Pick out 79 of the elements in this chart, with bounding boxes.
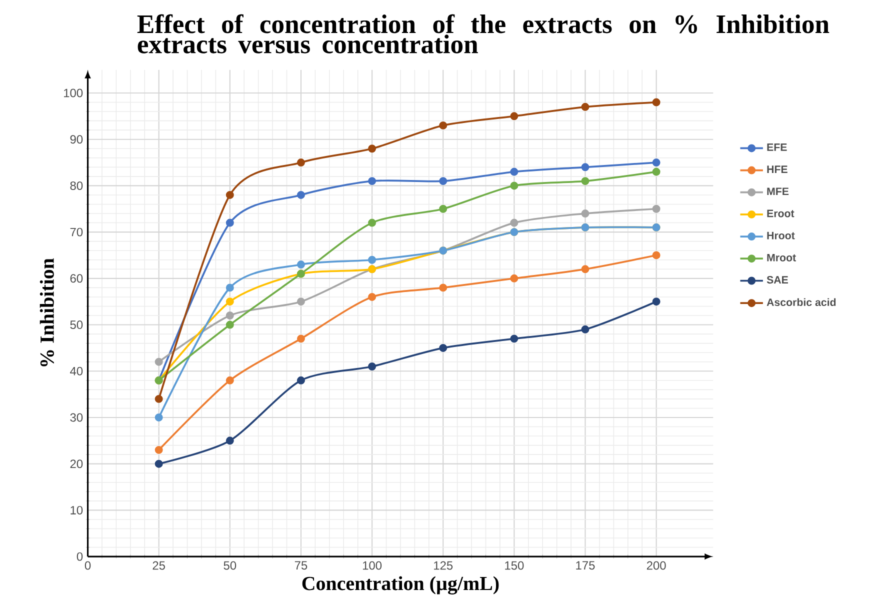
x-tick-label: 200 — [646, 561, 666, 570]
y-tick-label: 80 — [70, 181, 83, 190]
x-tick-label: 75 — [294, 561, 308, 570]
point — [652, 168, 660, 176]
point — [154, 358, 163, 366]
x-tick-label: 100 — [362, 561, 382, 570]
point — [510, 218, 518, 227]
y-tick-label: 10 — [70, 506, 83, 514]
point — [652, 251, 660, 260]
point — [226, 436, 234, 444]
point — [226, 297, 234, 306]
point — [652, 98, 660, 106]
point — [296, 158, 305, 166]
x-axis-title: Concentration (µg/mL) — [302, 576, 499, 594]
point — [652, 297, 660, 306]
point — [296, 376, 305, 384]
point — [439, 344, 448, 352]
x-tick-label: 150 — [505, 561, 524, 570]
legend-label: EFE — [767, 143, 787, 151]
point — [368, 144, 376, 152]
y-tick-label: 0 — [76, 552, 83, 561]
x-tick-label: 50 — [224, 561, 236, 570]
point — [226, 283, 234, 292]
point — [652, 204, 660, 213]
legend-label: MFE — [767, 188, 789, 195]
point — [296, 260, 305, 268]
point — [154, 413, 163, 422]
point — [226, 190, 234, 199]
point — [368, 362, 376, 370]
point — [296, 334, 305, 342]
point — [439, 176, 448, 185]
point — [510, 112, 518, 120]
chart-title: Effect of concentration of the extracts on % Inhibition extracts versus concentration — [137, 14, 830, 54]
point — [581, 325, 590, 334]
point — [226, 218, 234, 227]
point — [439, 121, 448, 130]
point — [154, 460, 163, 468]
point — [439, 204, 448, 213]
point — [581, 162, 590, 171]
legend-label: HFE — [767, 165, 788, 173]
y-tick-label: 50 — [70, 320, 83, 329]
point — [439, 283, 448, 292]
point — [581, 264, 590, 273]
x-tick-label: 125 — [434, 561, 453, 570]
point — [226, 376, 234, 384]
point — [510, 182, 518, 190]
point — [368, 292, 376, 301]
y-tick-label: 20 — [70, 459, 83, 468]
point — [368, 218, 376, 227]
legend-label: Eroot — [767, 210, 794, 218]
point — [296, 297, 305, 306]
point — [581, 176, 590, 185]
y-tick-label: 90 — [70, 134, 83, 144]
x-tick-label: 175 — [576, 561, 595, 570]
y-axis-title: % Inhibition — [40, 258, 54, 366]
y-tick-label: 40 — [70, 366, 83, 376]
legend-label: Ascorbic acid — [766, 298, 836, 306]
point — [510, 274, 518, 282]
point — [226, 311, 234, 320]
y-tick-label: 100 — [64, 88, 83, 98]
x-tick-label: 0 — [84, 561, 91, 570]
point — [510, 168, 518, 176]
point — [154, 394, 163, 403]
point — [581, 209, 590, 218]
y-tick-label: 30 — [70, 413, 83, 422]
point — [510, 334, 518, 342]
y-tick-label: 60 — [70, 274, 83, 282]
point — [296, 190, 305, 199]
point — [154, 446, 163, 454]
legend-label: Hroot — [767, 232, 795, 240]
point — [581, 102, 590, 111]
point — [226, 320, 234, 329]
x-tick-label: 25 — [152, 561, 165, 570]
legend-label: SAE — [766, 276, 788, 284]
y-tick-label: 70 — [70, 228, 83, 236]
point — [368, 256, 376, 264]
point — [652, 158, 660, 166]
legend-label: Mroot — [767, 254, 796, 262]
point — [368, 176, 376, 185]
